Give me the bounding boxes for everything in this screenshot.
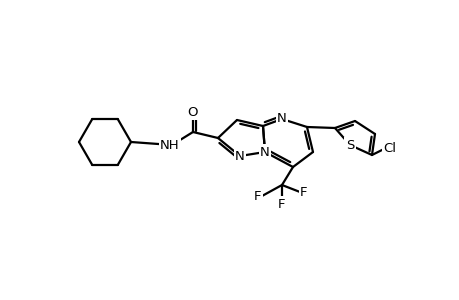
Text: F: F	[300, 185, 307, 199]
Text: S: S	[345, 139, 353, 152]
Text: F: F	[254, 190, 261, 202]
Text: Cl: Cl	[383, 142, 396, 154]
Text: O: O	[187, 106, 198, 118]
Text: F: F	[278, 197, 285, 211]
Text: N: N	[276, 112, 286, 124]
Text: N: N	[259, 146, 269, 158]
Text: NH: NH	[160, 139, 179, 152]
Text: N: N	[235, 149, 244, 163]
